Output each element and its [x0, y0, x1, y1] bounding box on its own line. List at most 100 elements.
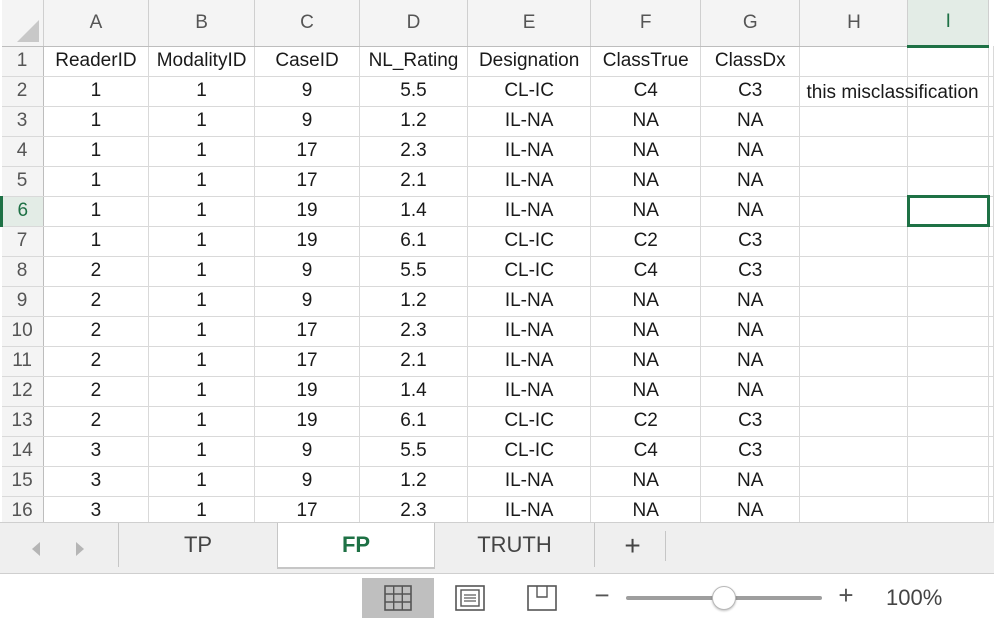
cell-i13[interactable] — [907, 406, 989, 437]
cell-a8[interactable]: 2 — [43, 256, 150, 287]
cell-e9[interactable]: IL-NA — [467, 286, 592, 317]
cell-e12[interactable]: IL-NA — [467, 376, 592, 407]
cell-h14[interactable] — [799, 436, 909, 467]
cell-h7[interactable] — [799, 226, 909, 257]
row-header[interactable]: 1 — [1, 46, 44, 77]
cell-e8[interactable]: CL-IC — [467, 256, 592, 287]
cell-b6[interactable]: 1 — [148, 196, 255, 227]
sheet-tab-fp[interactable]: FP — [277, 523, 435, 568]
cell-a13[interactable]: 2 — [43, 406, 150, 437]
cell-g3[interactable]: NA — [700, 106, 801, 137]
row-header[interactable]: 15 — [1, 466, 44, 497]
sheet-tab-tp[interactable]: TP — [118, 523, 278, 567]
cell-overflow[interactable] — [988, 376, 994, 407]
cell-i10[interactable] — [907, 316, 989, 347]
cell-f15[interactable]: NA — [590, 466, 701, 497]
cell-d4[interactable]: 2.3 — [359, 136, 468, 167]
cell-d5[interactable]: 2.1 — [359, 166, 468, 197]
cell-e10[interactable]: IL-NA — [467, 316, 592, 347]
column-header-e[interactable]: E — [467, 0, 592, 47]
cell-a4[interactable]: 1 — [43, 136, 150, 167]
cell-g2[interactable]: C3 — [700, 76, 801, 107]
cell-c6[interactable]: 19 — [254, 196, 361, 227]
row-header[interactable]: 6 — [0, 196, 44, 227]
cell-i4[interactable] — [907, 136, 989, 167]
cell-g16[interactable]: NA — [700, 496, 801, 522]
cell-c15[interactable]: 9 — [254, 466, 361, 497]
cell-b1[interactable]: ModalityID — [148, 46, 255, 77]
cell-g9[interactable]: NA — [700, 286, 801, 317]
cell-c1[interactable]: CaseID — [254, 46, 361, 77]
cell-b7[interactable]: 1 — [148, 226, 255, 257]
cell-h3[interactable] — [799, 106, 909, 137]
cell-e16[interactable]: IL-NA — [467, 496, 592, 522]
cell-i3[interactable] — [907, 106, 989, 137]
cell-d16[interactable]: 2.3 — [359, 496, 468, 522]
cell-b16[interactable]: 1 — [148, 496, 255, 522]
cell-a2[interactable]: 1 — [43, 76, 150, 107]
column-header-i[interactable]: I — [907, 0, 989, 48]
cell-b13[interactable]: 1 — [148, 406, 255, 437]
cell-d9[interactable]: 1.2 — [359, 286, 468, 317]
cell-d11[interactable]: 2.1 — [359, 346, 468, 377]
page-break-view-button[interactable] — [506, 578, 578, 618]
zoom-level[interactable]: 100% — [886, 585, 943, 610]
cell-g15[interactable]: NA — [700, 466, 801, 497]
cell-f5[interactable]: NA — [590, 166, 701, 197]
cell-i6[interactable] — [906, 195, 990, 227]
cell-g4[interactable]: NA — [700, 136, 801, 167]
cell-d14[interactable]: 5.5 — [359, 436, 468, 467]
cell-i8[interactable] — [907, 256, 989, 287]
cell-c13[interactable]: 19 — [254, 406, 361, 437]
cell-b14[interactable]: 1 — [148, 436, 255, 467]
zoom-out-button[interactable]: − — [594, 580, 610, 610]
cell-i16[interactable] — [907, 496, 989, 522]
cell-overflow[interactable] — [988, 316, 994, 347]
cell-overflow[interactable] — [988, 166, 994, 197]
column-header-f[interactable]: F — [590, 0, 701, 47]
cell-e14[interactable]: CL-IC — [467, 436, 592, 467]
cell-f2[interactable]: C4 — [590, 76, 701, 107]
cell-a10[interactable]: 2 — [43, 316, 150, 347]
cell-d13[interactable]: 6.1 — [359, 406, 468, 437]
cell-d6[interactable]: 1.4 — [359, 196, 468, 227]
column-header-b[interactable]: B — [148, 0, 255, 47]
cell-i2[interactable] — [907, 76, 989, 107]
cell-b5[interactable]: 1 — [148, 166, 255, 197]
row-header[interactable]: 12 — [1, 376, 44, 407]
cell-b2[interactable]: 1 — [148, 76, 255, 107]
cell-c14[interactable]: 9 — [254, 436, 361, 467]
cell-f1[interactable]: ClassTrue — [590, 46, 701, 77]
page-layout-view-button[interactable] — [434, 578, 506, 618]
cell-g6[interactable]: NA — [700, 196, 801, 227]
row-header[interactable]: 14 — [1, 436, 44, 467]
cell-overflow[interactable] — [988, 76, 994, 107]
cell-h8[interactable] — [799, 256, 909, 287]
cell-overflow[interactable] — [988, 46, 994, 77]
row-header[interactable]: 8 — [1, 256, 44, 287]
cell-a11[interactable]: 2 — [43, 346, 150, 377]
cell-f9[interactable]: NA — [590, 286, 701, 317]
cell-b4[interactable]: 1 — [148, 136, 255, 167]
zoom-slider-thumb[interactable] — [712, 586, 736, 610]
cell-a7[interactable]: 1 — [43, 226, 150, 257]
cell-a9[interactable]: 2 — [43, 286, 150, 317]
column-header-h[interactable]: H — [799, 0, 909, 47]
row-header[interactable]: 13 — [1, 406, 44, 437]
cell-c5[interactable]: 17 — [254, 166, 361, 197]
cell-g12[interactable]: NA — [700, 376, 801, 407]
cell-overflow[interactable] — [988, 496, 994, 522]
cell-h5[interactable] — [799, 166, 909, 197]
cell-h15[interactable] — [799, 466, 909, 497]
cell-a16[interactable]: 3 — [43, 496, 150, 522]
cell-overflow[interactable] — [988, 406, 994, 437]
row-header[interactable]: 9 — [1, 286, 44, 317]
cell-i7[interactable] — [907, 226, 989, 257]
cell-c12[interactable]: 19 — [254, 376, 361, 407]
cell-c2[interactable]: 9 — [254, 76, 361, 107]
cell-f6[interactable]: NA — [590, 196, 701, 227]
cell-e13[interactable]: CL-IC — [467, 406, 592, 437]
cell-overflow[interactable] — [988, 106, 994, 137]
cell-d12[interactable]: 1.4 — [359, 376, 468, 407]
cell-i1[interactable] — [907, 46, 989, 77]
